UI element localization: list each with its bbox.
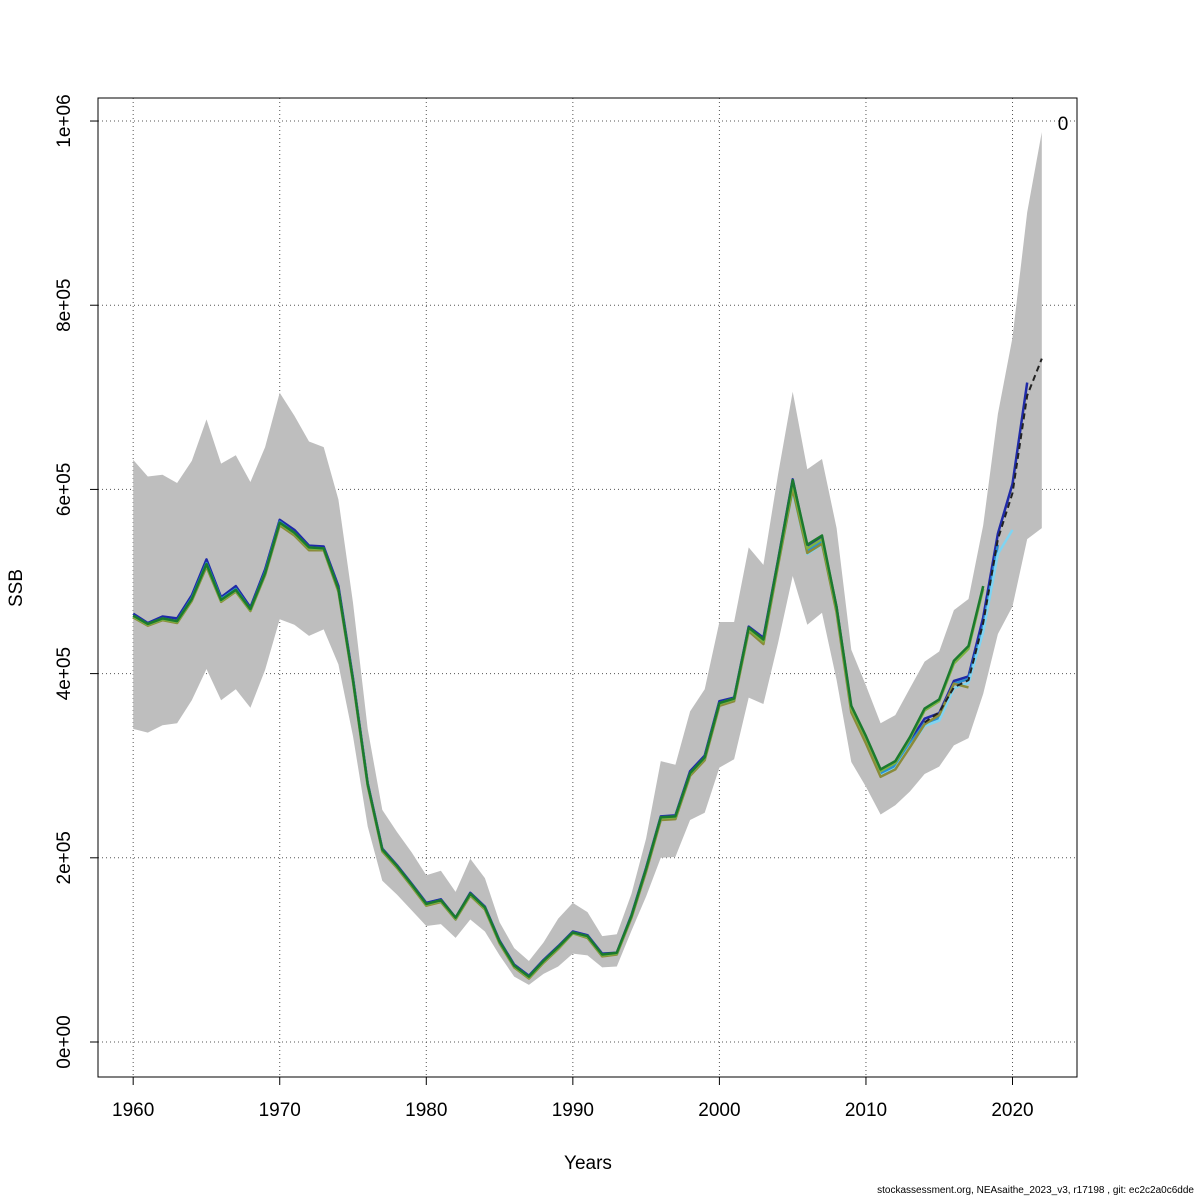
y-axis: 0e+00 2e+05 4e+05 6e+05 8e+05 1e+06 [54,94,99,1069]
series-line-5 [132,478,985,978]
y-tick-label-3: 6e+05 [54,463,75,516]
x-tick-label-5: 2010 [845,1100,887,1121]
footer-credit: stockassessment.org, NEAsaithe_2023_v3, … [877,1185,1194,1196]
x-tick-label-2: 1980 [405,1100,447,1121]
y-axis-title: SSB [6,569,27,607]
series-line-6 [924,358,1043,724]
x-tick-label-1: 1970 [259,1100,301,1121]
y-tick-label-0: 0e+00 [54,1015,75,1068]
x-tick-label-3: 1990 [552,1100,594,1121]
corner-annotation: 0 [1058,114,1069,135]
confidence-band [133,132,1042,985]
confidence-band-layer [133,132,1042,985]
y-tick-label-2: 4e+05 [54,647,75,700]
series-layer [132,358,1043,980]
x-tick-label-4: 2000 [698,1100,740,1121]
y-tick-label-1: 2e+05 [54,831,75,884]
x-axis-title: Years [564,1153,612,1174]
x-tick-label-0: 1960 [112,1100,154,1121]
y-tick-label-5: 1e+06 [54,94,75,147]
x-axis: 1960 1970 1980 1990 2000 2010 2020 [112,1076,1034,1121]
y-tick-label-4: 8e+05 [54,279,75,332]
x-tick-label-6: 2020 [991,1100,1033,1121]
